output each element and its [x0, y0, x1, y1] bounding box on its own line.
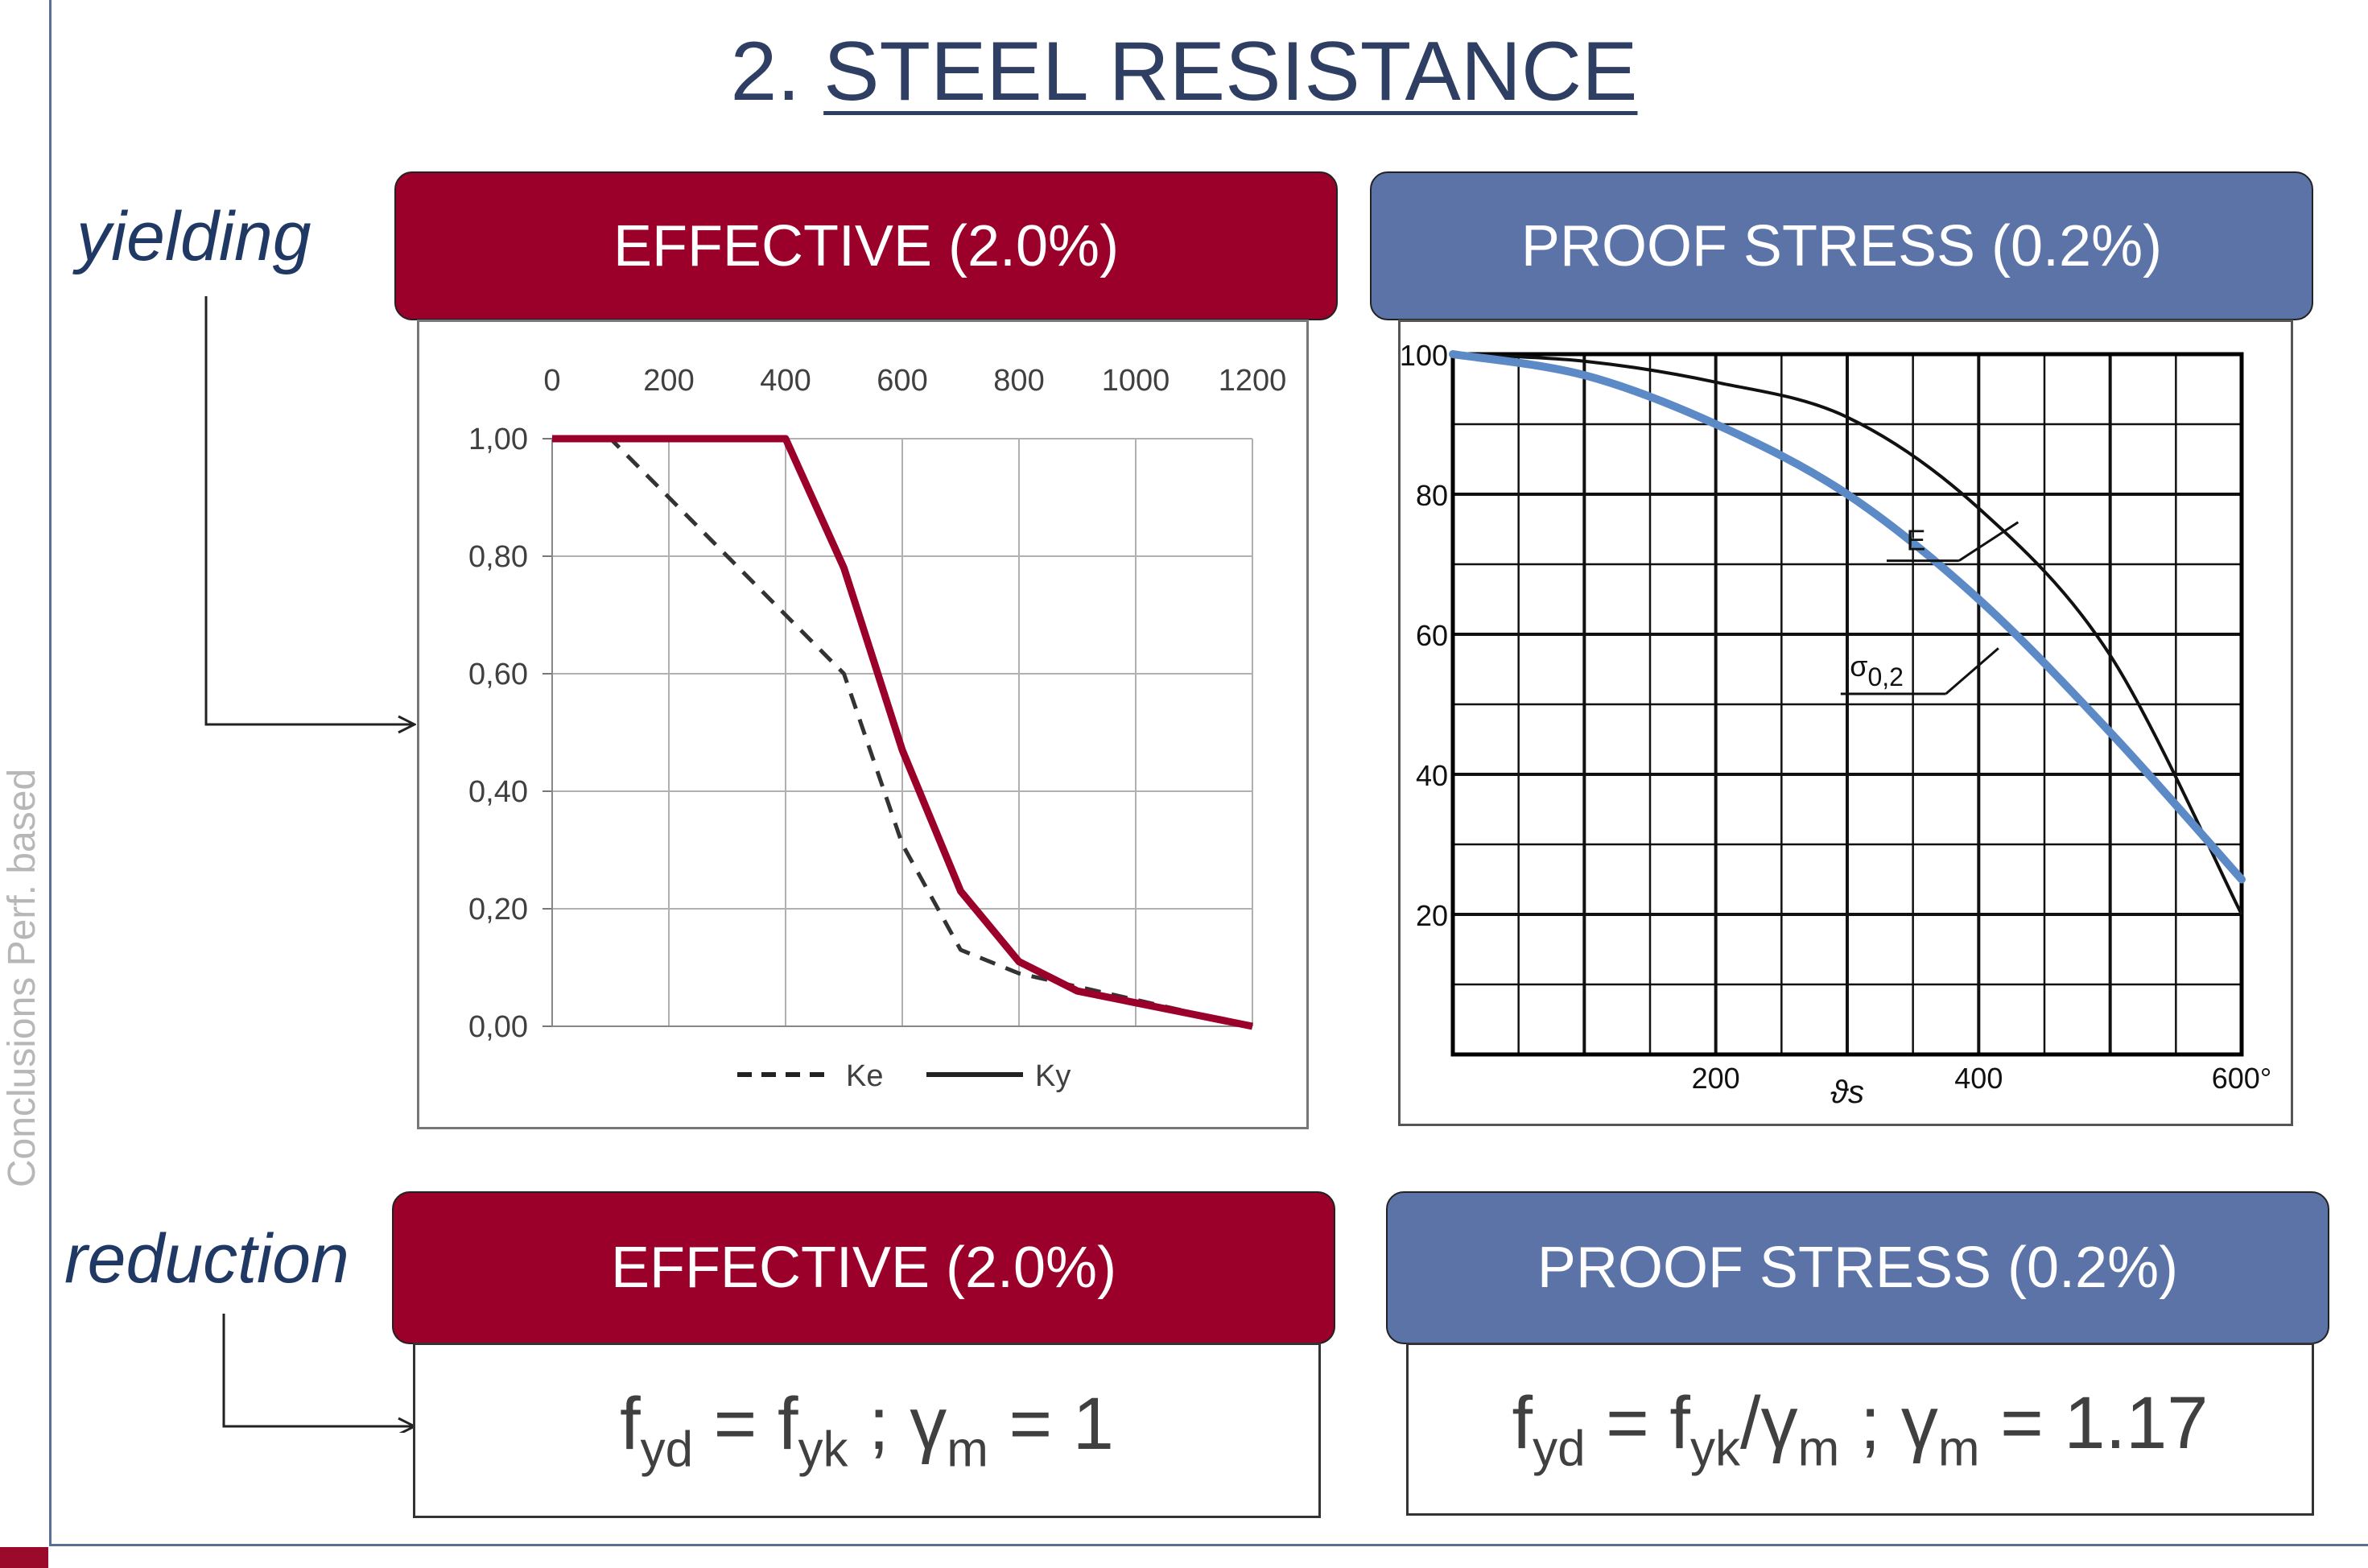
sigma-label-leader: [1945, 647, 1999, 695]
y-tick-label: 0,60: [468, 658, 528, 691]
series-line-sigma: [1449, 350, 2246, 884]
reduction-arrow: [222, 1314, 415, 1426]
effective-header-bottom: EFFECTIVE (2.0%): [392, 1191, 1335, 1344]
x-tick-label: 0: [543, 364, 560, 398]
y-tick-label: 60: [1416, 619, 1448, 652]
logo: [0, 1547, 48, 1568]
bottom-rule: [49, 1544, 2368, 1546]
yielding-label: yielding: [76, 198, 311, 275]
x-tick-label: 1000: [1102, 364, 1170, 398]
yielding-arrow: [204, 296, 415, 724]
title-number: 2.: [730, 25, 801, 118]
x-tick-label: 600°: [2212, 1062, 2271, 1095]
x-tick-label: 200: [1692, 1062, 1740, 1095]
chart-proof: 100 80 60 40 20 200 400 600° ϑs Eσ0,2: [1400, 339, 2271, 1110]
y-tick-label: 0,20: [468, 893, 528, 926]
x-tick-label: 200: [643, 364, 694, 398]
e-label-leader: [1958, 521, 2019, 562]
series-label-e: E: [1907, 524, 1926, 557]
plot-border: [1450, 352, 2244, 1057]
left-rule: [49, 0, 52, 1545]
x-tick-label: 600: [877, 364, 927, 398]
x-axis-label: ϑs: [1830, 1075, 1864, 1110]
effective-header-top: EFFECTIVE (2.0%): [394, 171, 1338, 320]
y-tick-label: 0,00: [468, 1010, 528, 1044]
reduction-label: reduction: [64, 1220, 349, 1298]
series-line-e: [1452, 353, 2243, 915]
x-tick-label: 400: [1954, 1062, 2003, 1095]
page-title: 2. STEEL RESISTANCE: [0, 24, 2368, 120]
x-tick-label: 1200: [1219, 364, 1287, 398]
chart-effective-panel: 0 200 400 600 800 1000 1200 1,00 0,80 0,60 0,40 0,2…: [417, 320, 1309, 1129]
formula-effective-text: fyd = fyk ; γm = 1: [620, 1383, 1114, 1478]
series-line-ky: [552, 435, 1253, 1030]
proof-stress-header-bottom: PROOF STRESS (0.2%): [1386, 1191, 2329, 1344]
y-tick-label: 80: [1416, 479, 1448, 512]
y-tick-label: 0,40: [468, 775, 528, 809]
series-label-sigma: σ0,2: [1850, 650, 1904, 691]
chart-effective: 0 200 400 600 800 1000 1200 1,00 0,80 0,60 0,40 0,2…: [468, 364, 1287, 1093]
legend-label: Ky: [1035, 1059, 1071, 1093]
x-tick-label: 800: [993, 364, 1044, 398]
y-tick-label: 40: [1416, 759, 1448, 792]
y-tick-label: 100: [1401, 339, 1448, 372]
formula-effective: fyd = fyk ; γm = 1: [413, 1343, 1321, 1518]
formula-proof-text: fyd = fyk/γm ; γm = 1.17: [1512, 1381, 2209, 1477]
proof-stress-header-top: PROOF STRESS (0.2%): [1370, 171, 2313, 320]
label-arrows: [204, 296, 435, 1433]
title-text: STEEL RESISTANCE: [823, 25, 1638, 118]
formula-proof: fyd = fyk/γm ; γm = 1.17: [1406, 1343, 2314, 1516]
y-tick-label: 0,80: [468, 540, 528, 574]
series-line-ke: [552, 436, 1253, 1029]
side-nav-text: Conclusions Perf. based: [1, 768, 43, 1188]
legend-label: Ke: [846, 1059, 883, 1093]
x-tick-label: 400: [760, 364, 811, 398]
y-tick-label: 1,00: [468, 423, 528, 456]
y-tick-label: 20: [1416, 899, 1448, 932]
